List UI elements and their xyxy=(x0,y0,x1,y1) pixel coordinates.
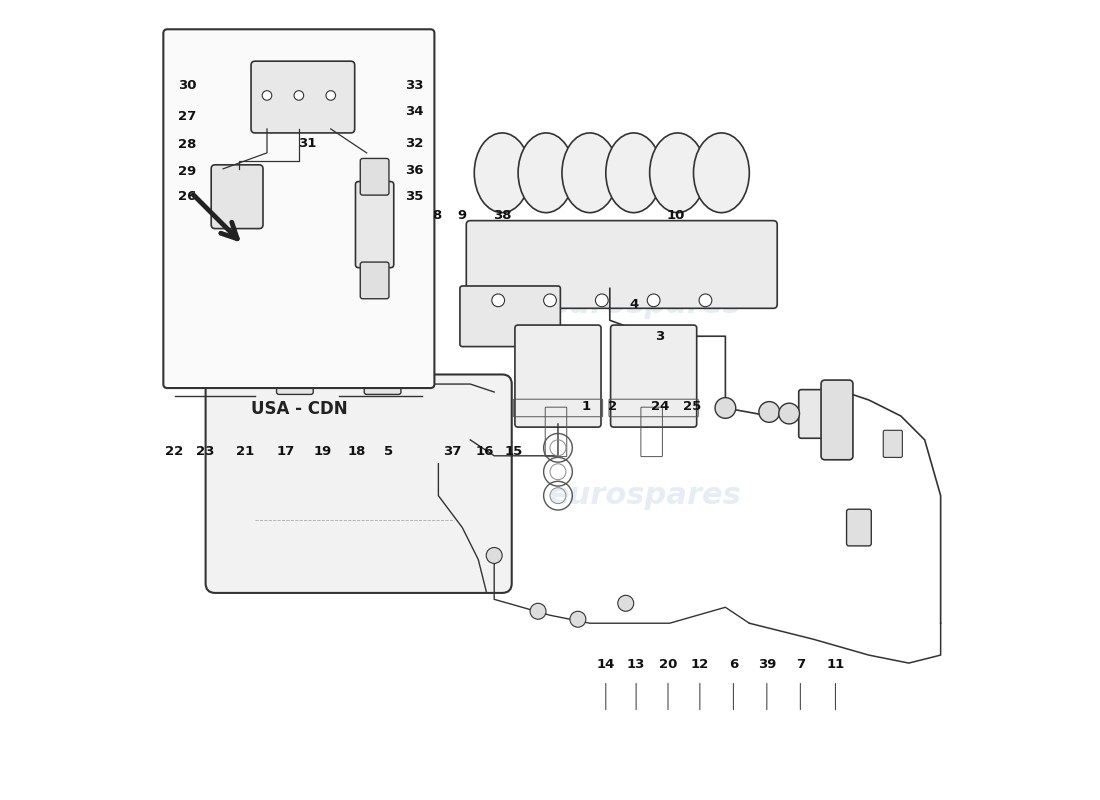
Text: 3: 3 xyxy=(656,330,664,342)
Text: 9: 9 xyxy=(458,209,466,222)
FancyBboxPatch shape xyxy=(610,325,696,427)
Text: 22: 22 xyxy=(165,446,183,458)
Circle shape xyxy=(570,611,586,627)
FancyBboxPatch shape xyxy=(361,158,389,195)
Text: 15: 15 xyxy=(505,446,524,458)
FancyBboxPatch shape xyxy=(341,340,368,383)
Text: 33: 33 xyxy=(405,78,424,91)
FancyBboxPatch shape xyxy=(515,325,601,427)
Text: eurospares: eurospares xyxy=(230,481,424,510)
Circle shape xyxy=(595,294,608,306)
Ellipse shape xyxy=(693,133,749,213)
Text: 26: 26 xyxy=(178,190,197,203)
FancyBboxPatch shape xyxy=(460,286,560,346)
Text: 10: 10 xyxy=(667,209,685,222)
Text: 13: 13 xyxy=(627,658,646,671)
Circle shape xyxy=(294,90,304,100)
Text: eurospares: eurospares xyxy=(549,481,742,510)
Text: 17: 17 xyxy=(276,446,295,458)
Text: USA - CDN: USA - CDN xyxy=(251,400,348,418)
Text: 36: 36 xyxy=(405,164,424,177)
Text: 5: 5 xyxy=(384,446,394,458)
Text: 1: 1 xyxy=(581,400,591,413)
Circle shape xyxy=(759,402,780,422)
FancyBboxPatch shape xyxy=(361,262,389,298)
Text: 31: 31 xyxy=(298,137,316,150)
Circle shape xyxy=(326,90,336,100)
Text: 12: 12 xyxy=(691,658,710,671)
Text: 21: 21 xyxy=(236,446,254,458)
Circle shape xyxy=(647,294,660,306)
Text: 38: 38 xyxy=(493,209,512,222)
Ellipse shape xyxy=(650,133,705,213)
FancyBboxPatch shape xyxy=(883,430,902,458)
Text: 11: 11 xyxy=(826,658,845,671)
Circle shape xyxy=(779,403,800,424)
Text: 29: 29 xyxy=(178,165,197,178)
Text: 19: 19 xyxy=(314,446,332,458)
Ellipse shape xyxy=(562,133,618,213)
FancyBboxPatch shape xyxy=(355,182,394,268)
Text: 18: 18 xyxy=(348,446,366,458)
FancyBboxPatch shape xyxy=(262,340,288,383)
Text: 34: 34 xyxy=(405,105,424,118)
FancyBboxPatch shape xyxy=(251,61,354,133)
FancyBboxPatch shape xyxy=(466,221,778,308)
Text: eurospares: eurospares xyxy=(230,290,424,319)
Text: 8: 8 xyxy=(432,209,441,222)
Text: 30: 30 xyxy=(178,78,197,91)
Text: 39: 39 xyxy=(758,658,776,671)
Circle shape xyxy=(618,595,634,611)
Text: 28: 28 xyxy=(178,138,197,151)
Text: 25: 25 xyxy=(683,400,701,413)
Circle shape xyxy=(486,547,503,563)
Circle shape xyxy=(492,294,505,306)
Ellipse shape xyxy=(606,133,661,213)
FancyBboxPatch shape xyxy=(206,374,512,593)
Circle shape xyxy=(715,398,736,418)
FancyBboxPatch shape xyxy=(847,510,871,546)
Ellipse shape xyxy=(518,133,574,213)
Text: 32: 32 xyxy=(405,137,424,150)
Text: 35: 35 xyxy=(405,190,424,203)
Circle shape xyxy=(530,603,546,619)
Text: 23: 23 xyxy=(197,446,215,458)
Ellipse shape xyxy=(474,133,530,213)
FancyBboxPatch shape xyxy=(276,362,314,394)
FancyBboxPatch shape xyxy=(799,390,847,438)
Text: 27: 27 xyxy=(178,110,197,123)
Text: 24: 24 xyxy=(651,400,669,413)
Circle shape xyxy=(262,90,272,100)
Text: 16: 16 xyxy=(475,446,494,458)
Text: 37: 37 xyxy=(443,446,462,458)
Text: 14: 14 xyxy=(596,658,615,671)
FancyBboxPatch shape xyxy=(163,30,434,388)
Text: 7: 7 xyxy=(795,658,805,671)
FancyBboxPatch shape xyxy=(821,380,852,460)
Circle shape xyxy=(543,294,557,306)
FancyBboxPatch shape xyxy=(364,362,400,394)
Circle shape xyxy=(700,294,712,306)
Text: 6: 6 xyxy=(728,658,738,671)
Text: eurospares: eurospares xyxy=(549,290,742,319)
Text: 2: 2 xyxy=(607,400,617,413)
Text: 20: 20 xyxy=(659,658,678,671)
Text: 4: 4 xyxy=(629,298,638,311)
FancyBboxPatch shape xyxy=(211,165,263,229)
